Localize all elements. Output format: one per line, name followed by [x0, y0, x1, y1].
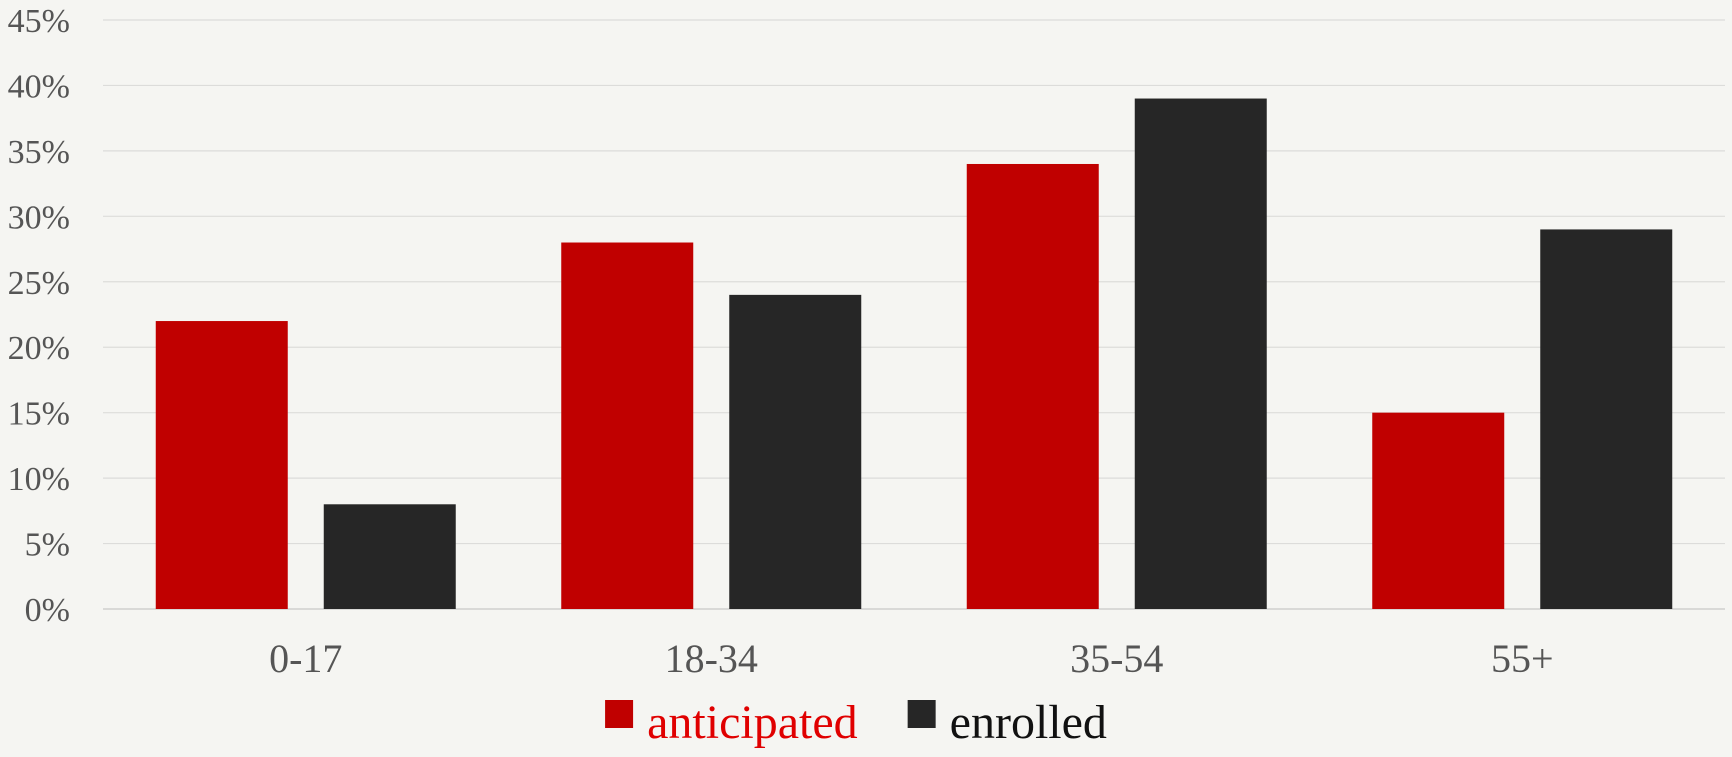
x-tick-label: 55+ — [1491, 636, 1554, 681]
legend-item-enrolled: enrolled — [907, 696, 1107, 749]
y-axis-ticks: 0% 5% 10% 15% 20% 25% 30% 35% 40% 45% — [8, 3, 70, 629]
bars — [155, 98, 1673, 610]
legend-swatch — [907, 700, 936, 728]
y-tick-label: 35% — [8, 134, 70, 171]
bar-enrolled — [323, 504, 456, 609]
y-tick-label: 5% — [25, 527, 70, 564]
bar-anticipated — [966, 163, 1099, 609]
bar-anticipated — [155, 321, 288, 609]
bar-enrolled — [729, 294, 862, 609]
x-tick-label: 0-17 — [269, 636, 342, 681]
bar-anticipated — [561, 242, 694, 609]
legend-label: anticipated — [647, 696, 858, 749]
legend: anticipated enrolled — [605, 696, 1107, 749]
y-tick-label: 45% — [8, 3, 70, 40]
y-tick-label: 40% — [8, 68, 70, 105]
y-tick-label: 10% — [8, 461, 70, 498]
legend-label: enrolled — [950, 696, 1107, 749]
x-axis-ticks: 0-17 18-34 35-54 55+ — [269, 636, 1553, 681]
legend-swatch — [605, 700, 634, 728]
y-tick-label: 0% — [25, 592, 70, 629]
bar-enrolled — [1134, 98, 1267, 610]
y-tick-label: 20% — [8, 330, 70, 367]
y-tick-label: 15% — [8, 396, 70, 433]
legend-item-anticipated: anticipated — [605, 696, 858, 749]
y-tick-label: 25% — [8, 265, 70, 302]
x-tick-label: 35-54 — [1070, 636, 1163, 681]
y-tick-label: 30% — [8, 199, 70, 236]
bar-anticipated — [1372, 412, 1505, 609]
bar-enrolled — [1540, 229, 1673, 609]
x-tick-label: 18-34 — [665, 636, 758, 681]
